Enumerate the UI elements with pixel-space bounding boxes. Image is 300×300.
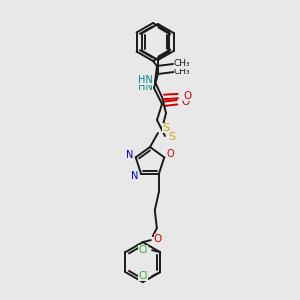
- Text: Cl: Cl: [138, 271, 148, 281]
- Text: CH₃: CH₃: [174, 59, 190, 68]
- Text: N: N: [131, 171, 139, 181]
- Text: CH₃: CH₃: [174, 68, 190, 76]
- Text: O: O: [182, 97, 190, 107]
- Text: Cl: Cl: [138, 245, 148, 255]
- Text: O: O: [154, 234, 162, 244]
- Text: S: S: [162, 123, 169, 133]
- Text: N: N: [126, 150, 134, 161]
- Text: HN: HN: [138, 82, 152, 92]
- Text: O: O: [167, 149, 174, 159]
- Text: O: O: [183, 91, 191, 101]
- Text: HN: HN: [138, 75, 152, 85]
- Text: S: S: [168, 132, 175, 142]
